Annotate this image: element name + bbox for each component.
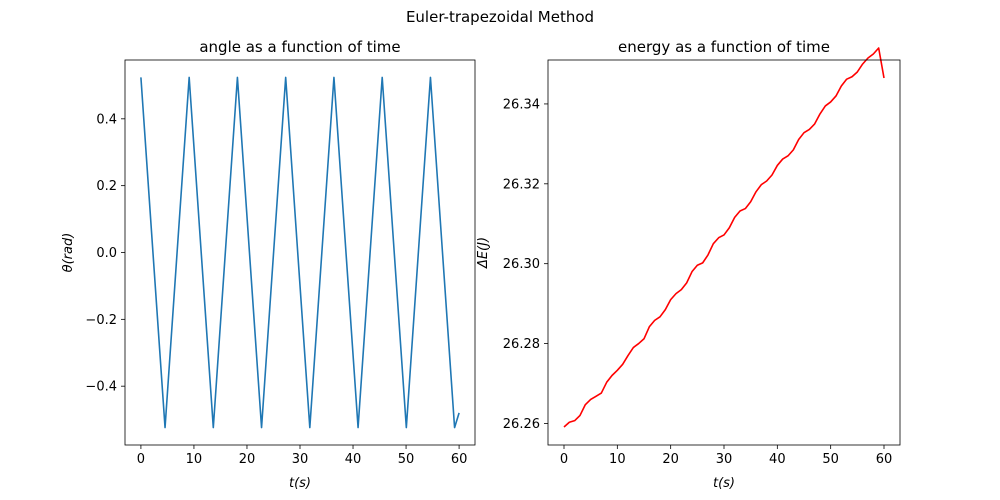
x-tick-label: 0 <box>137 452 145 467</box>
x-tick-label: 60 <box>876 452 893 467</box>
y-tick-label: −0.4 <box>85 380 117 395</box>
y-tick-label: 26.34 <box>503 97 540 112</box>
x-tick-label: 20 <box>662 452 679 467</box>
x-tick-label: 20 <box>239 452 256 467</box>
x-tick-label: 10 <box>609 452 626 467</box>
axes-frame <box>547 59 901 446</box>
y-tick-label: 26.26 <box>503 417 540 432</box>
x-tick-label: 50 <box>822 452 839 467</box>
y-axis-label: ΔE(J) <box>476 237 491 269</box>
x-tick-label: 30 <box>292 452 309 467</box>
axes-title: energy as a function of time <box>618 38 830 56</box>
x-axis-label: t(s) <box>713 476 735 491</box>
angle-plot: 0 10 20 30 40 50 60 −0.4 −0.2 0.0 0.2 0.4 angle as a… <box>61 38 476 491</box>
x-tick-label: 40 <box>769 452 786 467</box>
x-tick-label: 50 <box>398 452 415 467</box>
y-tick-label: −0.2 <box>85 313 117 328</box>
series-line-0 <box>563 47 885 428</box>
y-tick-label: 26.28 <box>503 337 540 352</box>
axes-title: angle as a function of time <box>199 38 400 56</box>
series-line-0 <box>140 76 460 429</box>
energy-plot: 0 10 20 30 40 50 60 26.26 26.28 26.30 26.32 26.34 en… <box>476 38 901 491</box>
x-tick-label: 40 <box>345 452 362 467</box>
x-tick-label: 60 <box>451 452 468 467</box>
x-tick-label: 30 <box>716 452 733 467</box>
y-tick-label: 26.32 <box>503 177 540 192</box>
y-tick-label: 0.0 <box>96 246 117 261</box>
x-axis-label: t(s) <box>289 476 311 491</box>
y-tick-label: 0.2 <box>96 179 117 194</box>
figure-suptitle: Euler-trapezoidal Method <box>406 8 594 26</box>
x-tick-label: 10 <box>186 452 203 467</box>
y-tick-label: 26.30 <box>503 257 540 272</box>
y-tick-label: 0.4 <box>96 112 117 127</box>
y-axis-label: θ(rad) <box>61 233 76 273</box>
x-tick-label: 0 <box>560 452 568 467</box>
